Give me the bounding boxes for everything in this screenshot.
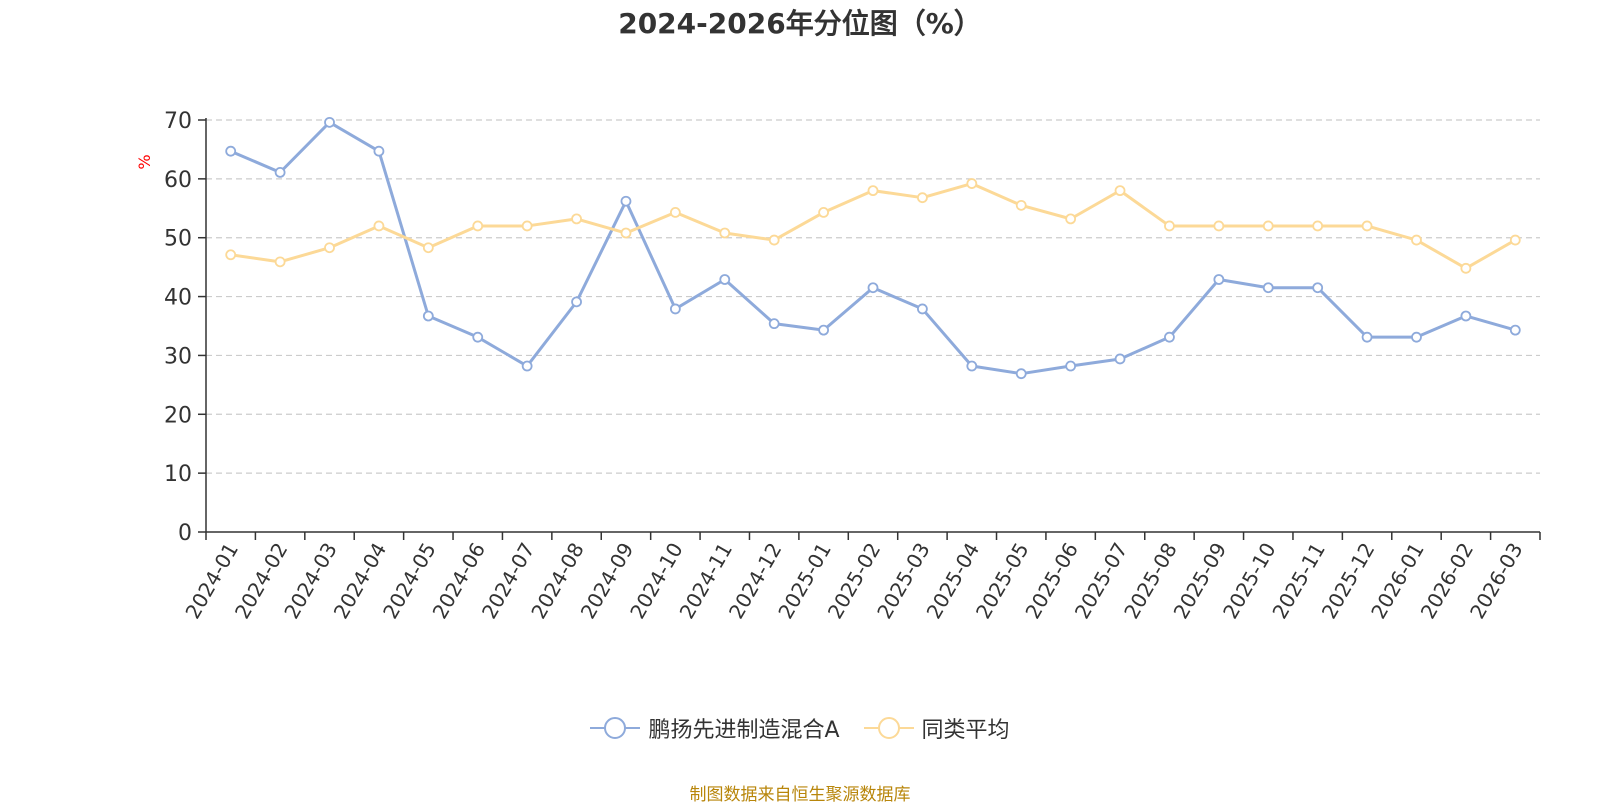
data-point: [1164, 331, 1175, 343]
y-tick-label: 0: [178, 521, 192, 546]
data-point: [768, 318, 780, 330]
data-point: [1164, 220, 1175, 232]
data-point: [373, 145, 385, 157]
data-point: [571, 213, 582, 225]
data-point: [521, 360, 533, 372]
legend-item-average[interactable]: 同类平均: [863, 712, 1010, 744]
data-point: [472, 220, 484, 232]
source-note: 制图数据来自恒生聚源数据库: [689, 785, 911, 805]
legend-line-circle-icon: [863, 717, 914, 739]
data-point: [1312, 282, 1324, 294]
data-point: [472, 331, 484, 343]
data-point: [966, 178, 978, 189]
data-point: [422, 242, 434, 254]
data-point: [1361, 331, 1373, 343]
series-lines: [225, 116, 1521, 380]
data-point: [867, 282, 879, 294]
data-point: [867, 185, 879, 197]
data-point: [274, 256, 286, 268]
data-point: [669, 303, 681, 315]
y-tick-label: 60: [164, 168, 192, 193]
data-point: [719, 227, 731, 239]
y-axis-label: %: [135, 154, 154, 169]
axes: 010203040506070%2024-012024-022024-03202…: [135, 109, 1541, 623]
data-point: [324, 116, 335, 128]
data-point: [521, 220, 533, 232]
data-point: [1411, 234, 1422, 246]
data-point: [917, 192, 928, 204]
y-tick-label: 20: [164, 403, 192, 428]
data-point: [1065, 213, 1077, 225]
data-point: [1460, 310, 1472, 322]
grid-lines: [206, 119, 1540, 474]
data-point: [274, 166, 286, 178]
legend-label-fund: 鹏扬先进制造混合A: [648, 718, 840, 743]
y-tick-label: 50: [164, 227, 192, 252]
data-point: [1213, 220, 1225, 232]
data-point: [1213, 274, 1225, 285]
data-point: [1262, 220, 1274, 232]
data-point: [1312, 220, 1324, 232]
data-point: [1015, 368, 1027, 380]
data-point: [818, 207, 829, 218]
y-tick-label: 30: [164, 344, 192, 369]
chart-title: 2024-2026年分位图（%）: [618, 7, 982, 40]
data-point: [571, 296, 582, 308]
data-point: [669, 207, 681, 218]
legend-item-fund[interactable]: 鹏扬先进制造混合A: [590, 712, 840, 744]
data-point: [1015, 199, 1027, 211]
data-point: [324, 242, 335, 254]
y-tick-label: 40: [164, 286, 192, 311]
data-point: [1114, 185, 1126, 197]
data-point: [373, 220, 385, 232]
data-point: [1065, 360, 1077, 372]
data-point: [620, 195, 632, 207]
data-point: [1114, 353, 1126, 365]
data-point: [917, 303, 928, 315]
data-point: [768, 234, 780, 246]
data-point: [966, 360, 978, 372]
data-point: [719, 274, 731, 285]
data-point: [1411, 331, 1422, 343]
data-point: [225, 249, 237, 261]
data-point: [620, 227, 632, 239]
data-point: [818, 324, 829, 336]
data-point: [1361, 220, 1373, 232]
y-tick-label: 70: [164, 109, 192, 134]
y-tick-label: 10: [164, 462, 192, 487]
data-point: [1509, 324, 1521, 336]
data-point: [225, 145, 237, 157]
legend-line-circle-icon: [590, 717, 641, 739]
data-point: [1262, 282, 1274, 294]
data-point: [422, 310, 434, 322]
data-point: [1460, 262, 1472, 274]
data-point: [1509, 234, 1521, 246]
legend: 鹏扬先进制造混合A 同类平均: [0, 712, 1600, 744]
legend-label-average: 同类平均: [921, 718, 1010, 743]
